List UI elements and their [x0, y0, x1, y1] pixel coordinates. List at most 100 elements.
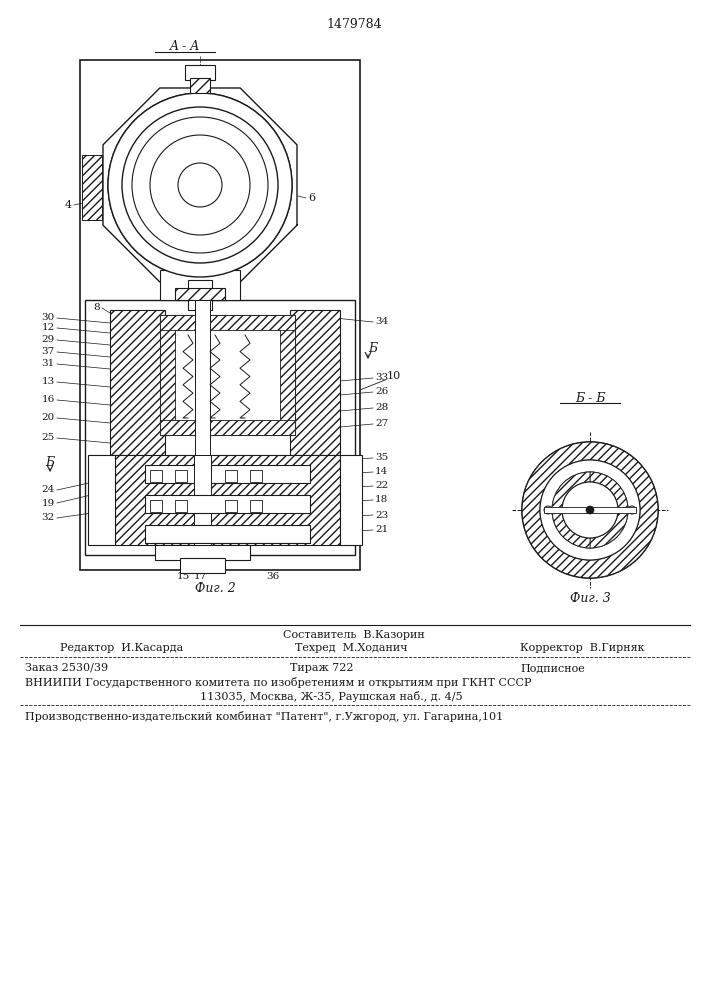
Text: 27: 27: [375, 420, 388, 428]
Text: Редактор  И.Касарда: Редактор И.Касарда: [60, 643, 183, 653]
Text: A - A: A - A: [170, 40, 200, 53]
Circle shape: [132, 117, 268, 253]
Text: 17: 17: [194, 572, 206, 581]
Circle shape: [586, 506, 594, 514]
Text: 25: 25: [42, 434, 55, 442]
Text: 19: 19: [42, 498, 55, 508]
Bar: [160, 315, 175, 435]
Bar: [85, 300, 355, 555]
Circle shape: [562, 482, 618, 538]
Circle shape: [108, 93, 292, 277]
Text: Б: Б: [45, 456, 54, 468]
Bar: [180, 558, 225, 573]
Text: Тираж 722: Тираж 722: [290, 663, 354, 673]
Text: 113035, Москва, Ж-35, Раушская наб., д. 4/5: 113035, Москва, Ж-35, Раушская наб., д. …: [200, 691, 462, 702]
Text: Б: Б: [368, 342, 377, 355]
Text: Q: Q: [162, 471, 170, 480]
Text: 6: 6: [308, 193, 315, 203]
Text: Корректор  В.Гирняк: Корректор В.Гирняк: [520, 643, 645, 653]
Circle shape: [540, 460, 640, 560]
Bar: [80, 60, 360, 570]
Text: 12: 12: [42, 324, 55, 332]
Wedge shape: [552, 472, 590, 548]
Text: 30: 30: [42, 314, 55, 322]
Bar: [175, 500, 187, 512]
Text: 29: 29: [42, 336, 55, 344]
Text: ВНИИПИ Государственного комитета по изобретениям и открытиям при ГКНТ СССР: ВНИИПИ Государственного комитета по изоб…: [25, 677, 532, 688]
Text: 33: 33: [375, 373, 388, 382]
Text: Производственно-издательский комбинат "Патент", г.Ужгород, ул. Гагарина,101: Производственно-издательский комбинат "П…: [25, 711, 503, 722]
Bar: [145, 525, 310, 543]
Bar: [110, 310, 165, 455]
Bar: [190, 78, 210, 93]
Text: 14: 14: [375, 468, 388, 477]
Bar: [150, 500, 162, 512]
Bar: [175, 288, 225, 300]
Text: 23: 23: [375, 510, 388, 520]
Bar: [185, 65, 215, 80]
Text: Фиг. 2: Фиг. 2: [194, 582, 235, 595]
Wedge shape: [590, 472, 628, 548]
Bar: [160, 315, 295, 330]
Bar: [160, 315, 295, 435]
Bar: [340, 455, 362, 545]
Bar: [194, 455, 211, 545]
Circle shape: [628, 506, 636, 514]
Bar: [82, 155, 102, 220]
Text: 18: 18: [375, 495, 388, 504]
Text: 4: 4: [65, 200, 72, 210]
Bar: [544, 507, 636, 513]
Text: 13: 13: [42, 377, 55, 386]
Text: 28: 28: [375, 403, 388, 412]
Circle shape: [150, 135, 250, 235]
Text: 1479784: 1479784: [326, 18, 382, 31]
Text: P₁: P₁: [132, 438, 142, 448]
Bar: [160, 270, 240, 300]
Text: P₂: P₂: [310, 460, 320, 470]
Circle shape: [108, 93, 292, 277]
Text: 37: 37: [42, 348, 55, 357]
Circle shape: [178, 163, 222, 207]
Text: Составитель  В.Казорин: Составитель В.Казорин: [283, 630, 425, 640]
Text: Техред  М.Ходанич: Техред М.Ходанич: [295, 643, 408, 653]
Bar: [188, 280, 212, 310]
Text: 35: 35: [375, 454, 388, 462]
Polygon shape: [103, 88, 297, 282]
Text: 10: 10: [387, 371, 402, 381]
Circle shape: [544, 506, 552, 514]
Text: 24: 24: [42, 486, 55, 494]
Text: 36: 36: [267, 572, 280, 581]
Text: Заказ 2530/39: Заказ 2530/39: [25, 663, 108, 673]
Bar: [145, 465, 310, 483]
Text: 22: 22: [375, 482, 388, 490]
Bar: [280, 315, 295, 435]
Bar: [88, 455, 115, 545]
Text: 8: 8: [93, 304, 100, 312]
Circle shape: [522, 442, 658, 578]
Text: 16: 16: [42, 395, 55, 404]
Text: 26: 26: [375, 387, 388, 396]
Bar: [155, 545, 250, 560]
Circle shape: [122, 107, 278, 263]
Text: 34: 34: [375, 318, 388, 326]
Bar: [225, 500, 237, 512]
Text: 38: 38: [168, 390, 181, 399]
Text: 15: 15: [176, 572, 189, 581]
Bar: [160, 420, 295, 435]
Bar: [250, 500, 262, 512]
Bar: [250, 470, 262, 482]
Text: 32: 32: [42, 514, 55, 522]
Bar: [225, 470, 237, 482]
Text: 20: 20: [42, 414, 55, 422]
Text: 31: 31: [42, 360, 55, 368]
Text: Подписное: Подписное: [520, 663, 585, 673]
Text: Фиг. 3: Фиг. 3: [570, 592, 610, 605]
Bar: [150, 470, 162, 482]
Bar: [290, 310, 340, 455]
Bar: [175, 470, 187, 482]
Bar: [115, 455, 340, 545]
Text: Б - Б: Б - Б: [575, 392, 605, 405]
Bar: [195, 300, 210, 455]
Circle shape: [552, 472, 628, 548]
Bar: [258, 155, 278, 220]
